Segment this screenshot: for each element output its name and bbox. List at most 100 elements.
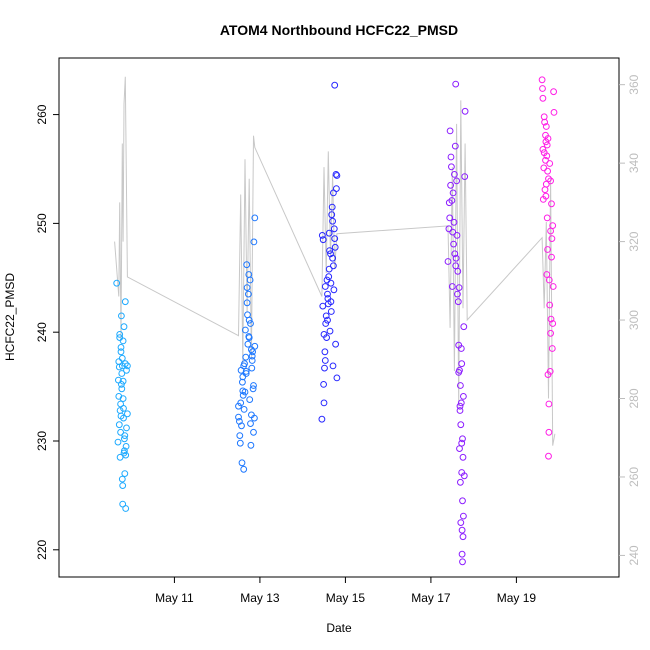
data-point [459, 558, 466, 566]
data-point [457, 382, 464, 389]
data-point [239, 391, 247, 399]
scatter-points-layer [113, 76, 558, 566]
data-point [318, 415, 326, 423]
data-point [447, 153, 455, 161]
data-point [250, 428, 257, 436]
data-point [121, 470, 129, 478]
data-point [538, 76, 546, 84]
data-point [325, 265, 333, 273]
data-point [544, 167, 551, 175]
y-tick-label: 220 [35, 539, 49, 559]
y2-tick-label: 300 [627, 310, 641, 330]
data-point [118, 312, 125, 320]
data-point [242, 353, 250, 361]
data-point [549, 283, 557, 290]
data-point [539, 85, 546, 92]
data-point [547, 329, 554, 337]
data-point [544, 371, 552, 379]
data-point [246, 396, 254, 404]
data-point [121, 447, 128, 455]
data-point [321, 348, 329, 356]
data-point [235, 413, 242, 421]
data-point [542, 180, 550, 188]
data-point [448, 163, 455, 171]
data-point [117, 348, 125, 356]
data-point [248, 411, 255, 419]
data-point [123, 424, 130, 432]
data-point [457, 345, 465, 352]
data-point [326, 327, 334, 335]
y2-tick-label: 320 [627, 231, 641, 251]
data-point [542, 123, 550, 130]
data-point [321, 364, 328, 372]
y2-tick-label: 240 [627, 545, 641, 565]
data-point [250, 238, 258, 246]
data-point [451, 250, 459, 258]
data-point [460, 323, 468, 331]
data-point [119, 482, 127, 490]
data-point [243, 299, 251, 307]
data-point [450, 240, 458, 248]
data-point [117, 412, 125, 420]
data-point [542, 138, 550, 146]
data-point [236, 432, 244, 440]
data-point [121, 298, 129, 306]
data-point [247, 420, 254, 428]
data-point [446, 214, 454, 222]
data-point [238, 422, 245, 430]
data-point [460, 512, 467, 520]
data-point [458, 526, 466, 534]
data-point [329, 362, 337, 370]
data-point [455, 284, 463, 292]
data-point [239, 378, 246, 386]
data-point [457, 519, 465, 526]
data-point [330, 286, 338, 294]
data-point [457, 399, 465, 407]
data-point [327, 279, 335, 287]
data-point [547, 227, 554, 235]
data-point [458, 550, 466, 558]
data-point [452, 262, 460, 270]
data-point [121, 432, 129, 440]
data-point [318, 232, 326, 239]
data-point [236, 439, 244, 447]
y2-tick-label: 340 [627, 153, 641, 173]
data-point [458, 469, 466, 476]
data-point [321, 357, 329, 364]
data-point [459, 453, 467, 461]
data-point [451, 142, 459, 150]
y2-tick-label: 260 [627, 467, 641, 487]
data-point [122, 505, 130, 512]
data-point [453, 232, 461, 239]
data-point [118, 475, 126, 483]
data-point [461, 173, 469, 181]
data-point [242, 326, 249, 334]
data-point [328, 203, 336, 211]
data-point [324, 290, 331, 298]
data-point [245, 316, 253, 324]
data-point [240, 406, 248, 413]
data-point [247, 320, 254, 327]
data-point [545, 276, 553, 284]
data-point [115, 363, 123, 371]
data-point [329, 217, 337, 225]
line-path-layer [114, 76, 556, 446]
data-point [245, 290, 252, 298]
data-point [331, 235, 339, 243]
data-point [456, 445, 463, 453]
data-point [248, 357, 256, 364]
data-point [243, 261, 251, 269]
data-point [543, 271, 551, 278]
data-point [121, 360, 129, 368]
data-point [459, 435, 466, 443]
data-point [542, 156, 549, 164]
data-point [247, 441, 255, 449]
data-point [449, 189, 457, 197]
data-point [118, 385, 126, 393]
x-axis: May 11 May 13 May 15 May 17 May 19 [155, 577, 536, 605]
data-point [543, 141, 551, 149]
data-point [545, 428, 553, 436]
data-point [333, 172, 341, 179]
data-point [118, 370, 126, 377]
